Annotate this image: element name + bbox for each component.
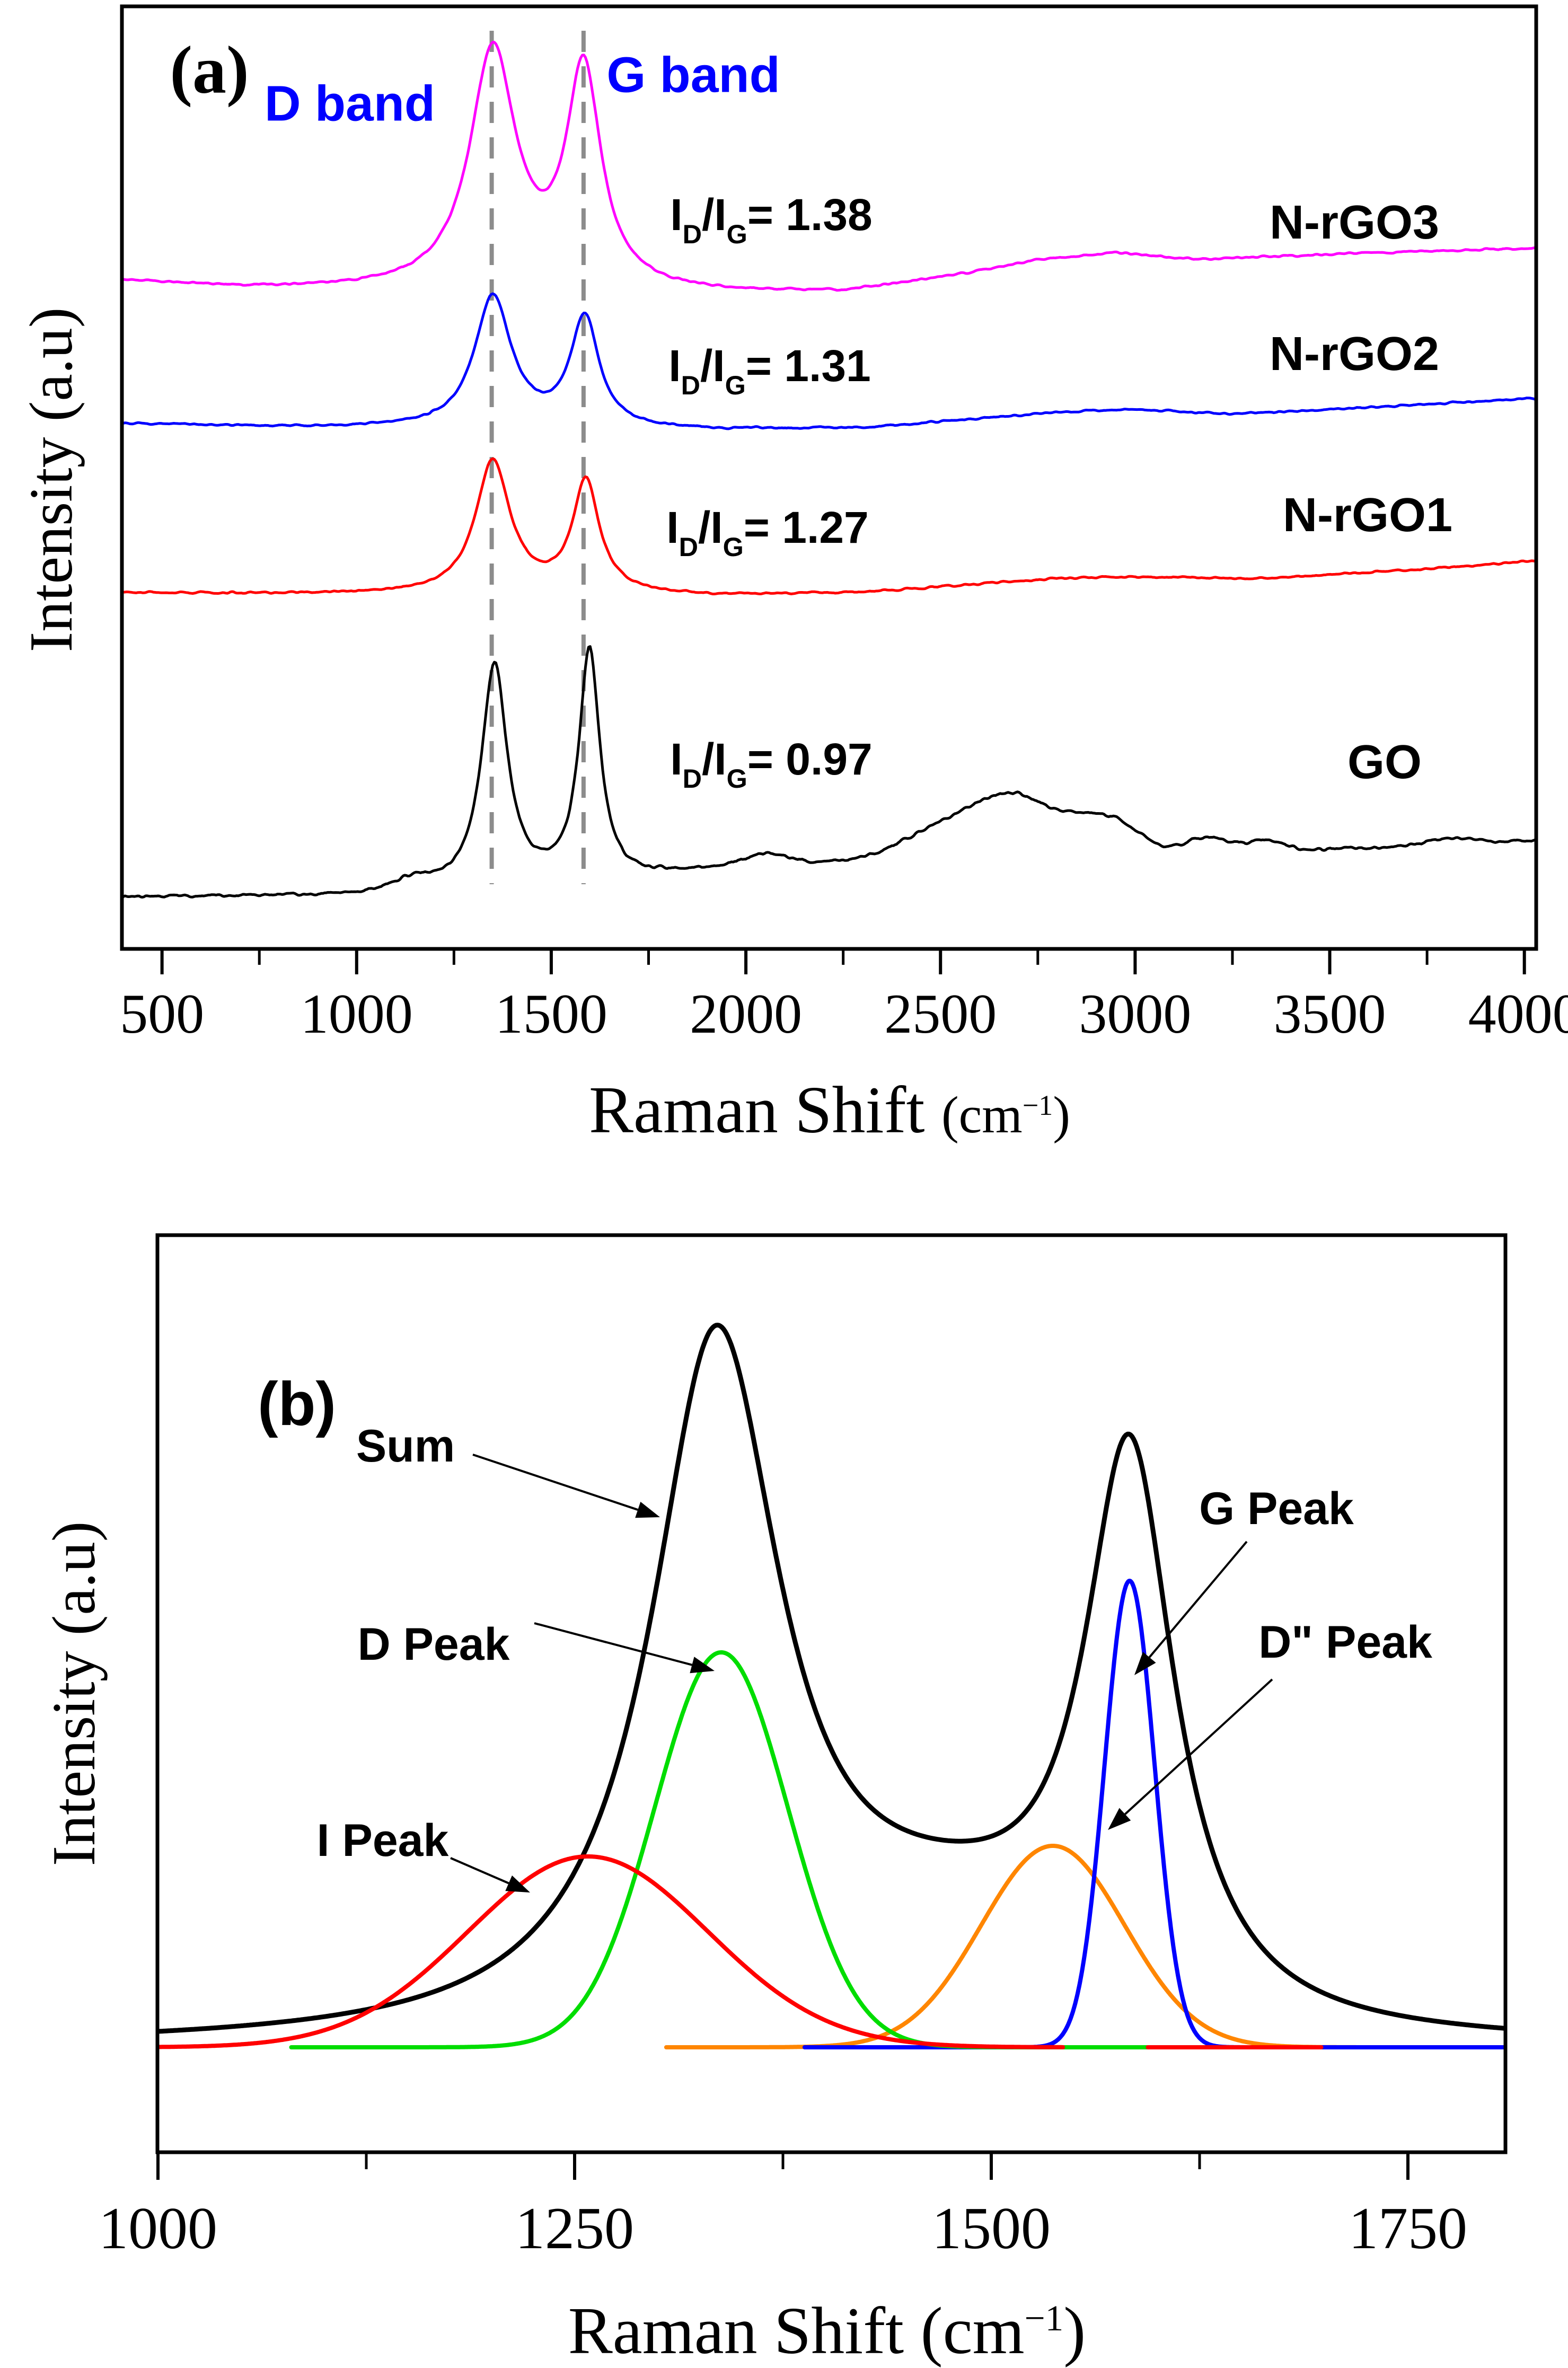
spectrum-curve-n-rgo1 [120, 457, 1538, 595]
d-doubleprime-peak-label: D" Peak [1258, 1617, 1432, 1668]
g-peak-label: G Peak [1199, 1483, 1354, 1534]
annotation-arrow-head [1108, 1808, 1131, 1830]
x-title-sup: −1 [1024, 2297, 1064, 2339]
spectrum-curve-i-peak [156, 1854, 1324, 2049]
ratio-value: 1.27 [782, 503, 869, 552]
ratio-I: I [668, 341, 681, 391]
annotation-arrow-head [1134, 1652, 1156, 1675]
annotation-arrow-line [472, 1454, 638, 1511]
ratio-I: I [670, 190, 683, 240]
ratio-sub-D: D [682, 219, 702, 250]
d-band-label: D band [265, 75, 435, 132]
x-title-main: Raman Shift [568, 2294, 921, 2368]
ratio-eq: = [745, 341, 785, 391]
ratio-sub-G: G [726, 219, 747, 250]
x-title-close: ) [1063, 2294, 1086, 2368]
i-peak-label: I Peak [316, 1815, 449, 1866]
panel-a-y-axis-title: Intensity (a.u) [17, 307, 85, 653]
x-title-main: Raman Shift [589, 1073, 941, 1147]
series-label-nrgo2: N-rGO2 [1269, 328, 1440, 381]
spectrum-curve-go [120, 645, 1538, 900]
x-axis-tick-label: 1750 [1349, 2196, 1467, 2261]
ratio-eq: = [747, 734, 786, 784]
x-axis-tick-label: 3000 [1079, 983, 1192, 1045]
x-axis-tick-label: 1250 [515, 2196, 634, 2261]
ratio-slash-I: /I [701, 734, 727, 784]
x-title-sup: −1 [1022, 1089, 1053, 1121]
plot-frame [155, 1233, 1508, 2154]
spectrum-curve-n-rgo3 [120, 41, 1538, 292]
ratio-sub-D: D [679, 532, 698, 562]
sum-label: Sum [356, 1421, 455, 1472]
annotation-arrow-line [450, 1857, 509, 1885]
panel-a-letter: (a) [170, 32, 249, 108]
ratio-slash-I: /I [698, 503, 723, 552]
ratio-sub-D: D [681, 370, 700, 401]
x-axis-tick-label: 1500 [932, 2196, 1051, 2261]
ratio-sub-G: G [723, 532, 744, 562]
ratio-label-go: ID/IG= 0.97 [670, 734, 873, 792]
annotation-arrow-line [1148, 1540, 1248, 1658]
x-title-close: ) [1053, 1086, 1070, 1144]
panel-b-letter: (b) [257, 1369, 337, 1438]
d-peak-label: D Peak [357, 1619, 510, 1670]
panel-b-x-axis-title: Raman Shift (cm−1) [568, 2298, 1086, 2365]
ratio-slash-I: /I [700, 341, 725, 391]
annotation-arrow-head [635, 1501, 660, 1518]
ratio-I: I [666, 503, 679, 552]
ratio-label-nrgo3: ID/IG= 1.38 [670, 190, 873, 248]
x-axis-tick-label: 2500 [884, 983, 997, 1045]
series-label-nrgo3: N-rGO3 [1269, 196, 1440, 249]
annotation-arrow-head [505, 1875, 530, 1892]
ratio-value: 1.38 [786, 190, 873, 240]
x-title-unit: (cm [941, 1086, 1023, 1144]
spectrum-curve-g-peak [802, 1579, 1507, 2049]
series-label-nrgo1: N-rGO1 [1282, 489, 1453, 542]
ratio-sub-D: D [682, 763, 702, 794]
x-title-unit: (cm [920, 2294, 1025, 2368]
x-axis-tick-label: 1000 [99, 2196, 217, 2261]
ratio-eq: = [743, 503, 782, 552]
ratio-label-nrgo1: ID/IG= 1.27 [666, 503, 869, 560]
series-label-go: GO [1347, 736, 1422, 789]
panel-b-y-axis-title: Intensity (a.u) [40, 1521, 108, 1867]
panel-a-x-axis-title: Raman Shift (cm−1) [589, 1077, 1070, 1144]
x-axis-tick-label: 500 [120, 983, 205, 1045]
x-axis-tick-label: 3500 [1273, 983, 1386, 1045]
x-axis-tick-label: 2000 [690, 983, 803, 1045]
ratio-sub-G: G [725, 370, 746, 401]
g-band-label: G band [606, 47, 780, 103]
ratio-I: I [670, 734, 683, 784]
x-axis-tick-label: 4000 [1468, 983, 1568, 1045]
ratio-sub-G: G [726, 763, 747, 794]
annotation-arrow-head [690, 1657, 715, 1674]
ratio-slash-I: /I [701, 190, 727, 240]
x-axis-tick-label: 1000 [300, 983, 413, 1045]
annotation-arrow-line [1124, 1678, 1273, 1815]
ratio-value: 0.97 [786, 734, 873, 784]
plot-frame [120, 4, 1538, 951]
ratio-eq: = [747, 190, 786, 240]
ratio-label-nrgo2: ID/IG= 1.31 [668, 341, 871, 399]
spectrum-curve-sum [155, 1323, 1507, 2034]
x-axis-tick-label: 1500 [495, 983, 607, 1045]
spectrum-curve-n-rgo2 [120, 292, 1538, 430]
ratio-value: 1.31 [784, 341, 871, 391]
annotation-arrow-line [534, 1622, 692, 1666]
